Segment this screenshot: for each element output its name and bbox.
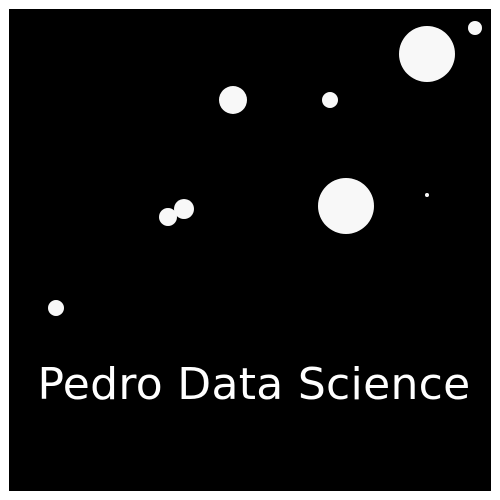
dot-large-top-right <box>399 26 455 82</box>
brand-name: Pedro Data Science <box>37 359 470 410</box>
dot-small-corner <box>468 21 482 35</box>
dot-pair-right <box>174 199 194 219</box>
dot-small-upper <box>322 92 338 108</box>
dot-large-center <box>318 178 374 234</box>
dot-lower-left <box>48 300 64 316</box>
logo-background <box>9 9 491 491</box>
dot-tiny <box>425 193 429 197</box>
dot-pair-left <box>159 208 177 226</box>
dot-medium-upper <box>219 86 247 114</box>
